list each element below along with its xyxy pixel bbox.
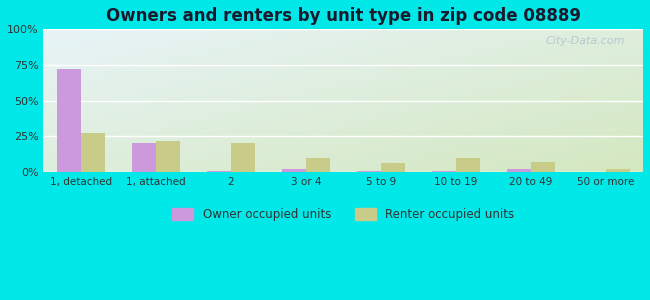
Bar bbox=[432, 171, 456, 172]
Title: Owners and renters by unit type in zip code 08889: Owners and renters by unit type in zip c… bbox=[106, 7, 580, 25]
Bar bbox=[57, 69, 81, 172]
Bar bbox=[156, 141, 180, 172]
Bar bbox=[606, 169, 630, 172]
Bar bbox=[81, 134, 105, 172]
Bar bbox=[231, 143, 255, 172]
Bar bbox=[506, 169, 530, 172]
Bar bbox=[456, 158, 480, 172]
Bar bbox=[530, 162, 554, 172]
Bar bbox=[381, 164, 405, 172]
Bar bbox=[357, 171, 381, 172]
Bar bbox=[282, 169, 306, 172]
Bar bbox=[207, 171, 231, 172]
Bar bbox=[306, 158, 330, 172]
Text: City-Data.com: City-Data.com bbox=[545, 36, 625, 46]
Legend: Owner occupied units, Renter occupied units: Owner occupied units, Renter occupied un… bbox=[167, 203, 519, 226]
Bar bbox=[132, 143, 156, 172]
